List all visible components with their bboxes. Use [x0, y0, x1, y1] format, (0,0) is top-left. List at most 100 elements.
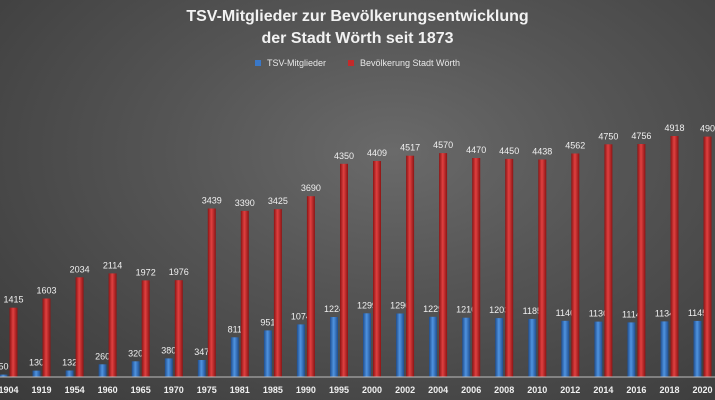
- value-label-tsv-2004: 1229: [423, 304, 443, 314]
- bar-population-1975: [207, 208, 216, 377]
- bar-tsv-2006: [462, 317, 471, 377]
- bar-tsv-1985: [263, 330, 272, 377]
- bar-population-2016: [637, 144, 646, 377]
- bar-population-2018: [670, 136, 679, 377]
- value-label-population-2016: 4756: [631, 131, 651, 141]
- chart-title-line-2: der Stadt Wörth seit 1873: [261, 30, 454, 47]
- bar-tsv-2014: [594, 321, 603, 377]
- value-label-population-2002: 4517: [400, 143, 420, 153]
- value-label-population-2008: 4450: [499, 146, 519, 156]
- legend-item-tsv: TSV-Mitglieder: [254, 58, 326, 68]
- bar-population-1995: [340, 163, 348, 377]
- value-label-population-1975: 3439: [202, 196, 222, 206]
- value-label-population-1981: 3390: [235, 198, 255, 208]
- value-label-population-2018: 4918: [664, 123, 684, 133]
- bar-tsv-1990: [296, 324, 305, 377]
- value-label-tsv-1965: 320: [128, 348, 143, 358]
- value-label-population-1990: 3690: [301, 183, 321, 193]
- value-label-population-1965: 1972: [136, 267, 156, 277]
- value-label-tsv-1919: 130: [29, 358, 44, 368]
- x-tick-label-1970: 1970: [164, 385, 184, 395]
- value-label-tsv-2014: 1130: [589, 309, 608, 319]
- bar-population-1985: [273, 209, 282, 377]
- bar-population-1990: [306, 196, 315, 377]
- bar-population-2006: [472, 158, 481, 377]
- value-label-population-1904: 1415: [3, 295, 23, 305]
- x-tick-label-1960: 1960: [98, 385, 118, 395]
- bar-population-1919: [42, 298, 51, 377]
- bar-tsv-1904: [0, 374, 8, 378]
- value-label-tsv-1990: 1074: [291, 311, 311, 321]
- legend-label-tsv: TSV-Mitglieder: [266, 58, 326, 68]
- bar-tsv-1970: [164, 358, 173, 377]
- bar-tsv-2016: [627, 322, 636, 377]
- bar-population-1954: [75, 277, 84, 377]
- bar-tsv-1965: [131, 361, 140, 377]
- legend-item-population: Bevölkerung Stadt Wörth: [347, 58, 460, 68]
- bar-tsv-2010: [528, 318, 537, 377]
- bar-population-2004: [439, 153, 448, 377]
- x-tick-label-1904: 1904: [0, 385, 19, 395]
- legend: TSV-Mitglieder Bevölkerung Stadt Wörth: [0, 58, 715, 68]
- bar-population-2014: [604, 144, 613, 378]
- x-tick-label-2014: 2014: [593, 385, 613, 395]
- chart-title: TSV-Mitglieder zur Bevölkerungsentwicklu…: [0, 6, 715, 50]
- bar-tsv-2008: [495, 318, 504, 377]
- value-label-population-1995: 4350: [334, 151, 354, 161]
- bar-tsv-2020: [693, 320, 702, 377]
- bar-population-1904: [9, 307, 18, 377]
- x-tick-label-2010: 2010: [527, 385, 547, 395]
- x-tick-label-2016: 2016: [626, 385, 646, 395]
- x-tick-label-2008: 2008: [494, 385, 514, 395]
- x-tick-label-1954: 1954: [65, 385, 85, 395]
- value-label-tsv-2010: 1185: [523, 306, 542, 316]
- value-label-population-1970: 1976: [169, 267, 189, 277]
- bar-population-2002: [406, 155, 415, 377]
- value-label-population-2014: 4750: [598, 131, 618, 141]
- legend-swatch-tsv: [254, 60, 261, 66]
- bar-population-2012: [571, 153, 580, 377]
- x-tick-label-1965: 1965: [131, 385, 151, 395]
- bar-population-1981: [240, 210, 249, 377]
- value-label-tsv-2012: 1146: [556, 308, 575, 318]
- chart-title-line-1: TSV-Mitglieder zur Bevölkerungsentwicklu…: [186, 8, 529, 25]
- value-label-population-2004: 4570: [433, 140, 453, 150]
- value-label-population-2006: 4470: [466, 145, 486, 155]
- value-label-population-1954: 2034: [70, 264, 90, 274]
- bar-tsv-2000: [363, 313, 371, 377]
- value-label-population-2000: 4409: [367, 148, 387, 158]
- value-label-tsv-1960: 260: [95, 351, 110, 361]
- value-label-tsv-2018: 1134: [655, 308, 674, 318]
- x-tick-label-2018: 2018: [659, 385, 679, 395]
- x-tick-label-1990: 1990: [296, 385, 316, 395]
- bar-tsv-2002: [396, 313, 405, 377]
- bar-tsv-1995: [330, 317, 338, 377]
- bar-population-2020: [703, 136, 712, 377]
- value-label-tsv-1995: 1224: [324, 304, 344, 314]
- bar-population-2010: [538, 159, 547, 377]
- value-label-population-2010: 4438: [532, 147, 552, 157]
- value-label-tsv-2008: 1203: [489, 305, 509, 315]
- bar-population-1960: [108, 273, 117, 377]
- x-tick-label-2000: 2000: [362, 385, 382, 395]
- value-label-tsv-2002: 1296: [390, 301, 410, 311]
- value-label-tsv-1981: 811: [228, 324, 242, 334]
- bar-tsv-1954: [65, 370, 74, 377]
- value-label-population-2012: 4562: [565, 141, 585, 151]
- legend-swatch-population: [347, 60, 354, 66]
- bar-population-2008: [505, 158, 514, 377]
- value-label-tsv-2006: 1210: [456, 305, 476, 315]
- bar-tsv-2004: [429, 316, 438, 377]
- bar-tsv-1981: [230, 337, 239, 377]
- value-label-population-1985: 3425: [268, 196, 288, 206]
- x-tick-label-2006: 2006: [461, 385, 481, 395]
- x-tick-label-1975: 1975: [197, 385, 217, 395]
- bar-tsv-2018: [660, 321, 669, 377]
- x-tick-label-2004: 2004: [428, 385, 448, 395]
- bar-population-1965: [141, 280, 150, 377]
- bar-tsv-2012: [561, 320, 570, 377]
- x-tick-label-2012: 2012: [560, 385, 580, 395]
- value-label-tsv-1985: 951: [260, 317, 275, 327]
- x-tick-label-1995: 1995: [329, 385, 349, 395]
- bar-population-1970: [174, 280, 183, 377]
